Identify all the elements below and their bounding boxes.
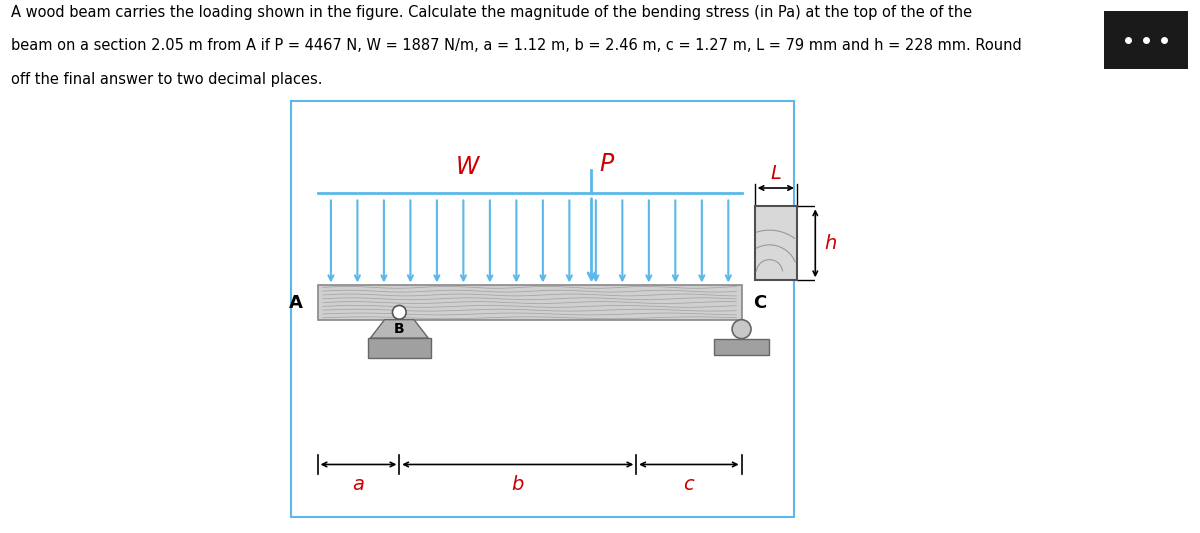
Text: $W$: $W$: [455, 155, 481, 179]
Text: A: A: [289, 294, 302, 312]
Text: B: B: [394, 322, 404, 336]
Circle shape: [732, 320, 751, 338]
Circle shape: [392, 305, 406, 319]
Text: C: C: [754, 294, 767, 312]
Polygon shape: [371, 320, 428, 338]
Text: $L$: $L$: [770, 164, 781, 183]
Text: $c$: $c$: [683, 475, 695, 494]
Text: A wood beam carries the loading shown in the figure. Calculate the magnitude of : A wood beam carries the loading shown in…: [11, 5, 972, 20]
Text: $P$: $P$: [599, 152, 616, 176]
Text: off the final answer to two decimal places.: off the final answer to two decimal plac…: [11, 72, 323, 87]
Bar: [367, 338, 431, 358]
Text: $a$: $a$: [352, 475, 365, 494]
Text: $h$: $h$: [823, 234, 836, 253]
Bar: [318, 286, 742, 320]
Bar: [755, 206, 797, 280]
Text: beam on a section 2.05 m from A if P = 4467 N, W = 1887 N/m, a = 1.12 m, b = 2.4: beam on a section 2.05 m from A if P = 4…: [11, 38, 1021, 53]
Text: $b$: $b$: [511, 475, 524, 494]
Bar: [714, 338, 769, 356]
